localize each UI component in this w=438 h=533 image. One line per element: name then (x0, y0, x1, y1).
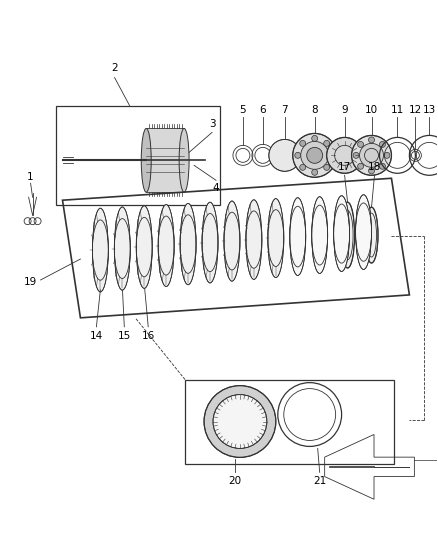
Circle shape (352, 135, 392, 175)
Text: 4: 4 (213, 183, 219, 193)
Text: 5: 5 (240, 106, 246, 116)
Circle shape (300, 140, 306, 147)
Text: 21: 21 (313, 477, 326, 486)
Ellipse shape (341, 202, 355, 268)
Circle shape (353, 152, 359, 158)
Ellipse shape (224, 201, 240, 281)
Circle shape (312, 169, 318, 175)
Ellipse shape (334, 196, 350, 271)
Ellipse shape (136, 206, 152, 288)
Ellipse shape (312, 197, 328, 273)
Text: 12: 12 (409, 106, 422, 116)
Circle shape (357, 163, 364, 169)
Circle shape (379, 141, 385, 148)
Ellipse shape (365, 207, 378, 263)
Circle shape (301, 141, 328, 169)
Bar (56, 106, 220, 205)
Ellipse shape (141, 128, 151, 192)
Circle shape (360, 143, 384, 167)
Circle shape (307, 148, 323, 163)
Text: 18: 18 (368, 163, 381, 172)
Circle shape (300, 164, 306, 171)
Text: 14: 14 (90, 331, 103, 341)
Text: 16: 16 (141, 331, 155, 341)
Ellipse shape (180, 204, 196, 285)
Text: 9: 9 (341, 106, 348, 116)
Circle shape (384, 152, 390, 158)
Text: 3: 3 (209, 119, 215, 130)
Bar (146, 128, 184, 192)
Circle shape (379, 163, 385, 169)
Text: 20: 20 (228, 477, 241, 486)
Ellipse shape (158, 205, 174, 287)
Circle shape (368, 137, 374, 143)
Circle shape (324, 140, 330, 147)
Text: 19: 19 (24, 277, 37, 287)
Text: 13: 13 (423, 106, 436, 116)
Ellipse shape (114, 207, 130, 290)
Text: 8: 8 (311, 106, 318, 116)
Circle shape (328, 152, 335, 158)
Ellipse shape (92, 208, 108, 292)
Text: 1: 1 (27, 172, 34, 182)
Circle shape (368, 168, 374, 174)
Text: 6: 6 (260, 106, 266, 116)
Ellipse shape (246, 200, 262, 279)
Text: 11: 11 (391, 106, 404, 116)
Text: 15: 15 (118, 331, 131, 341)
Ellipse shape (356, 195, 371, 270)
Text: 17: 17 (338, 163, 351, 172)
Circle shape (269, 140, 301, 171)
Ellipse shape (268, 199, 284, 278)
Circle shape (295, 152, 301, 158)
Text: 7: 7 (282, 106, 288, 116)
Bar (185, 379, 395, 464)
Circle shape (327, 138, 363, 173)
Ellipse shape (202, 202, 218, 283)
Circle shape (204, 385, 276, 457)
Circle shape (357, 141, 364, 148)
Circle shape (213, 394, 267, 448)
Text: 2: 2 (111, 63, 118, 72)
Ellipse shape (290, 198, 306, 276)
Text: 10: 10 (365, 106, 378, 116)
Circle shape (324, 164, 330, 171)
Circle shape (312, 135, 318, 141)
Ellipse shape (179, 128, 189, 192)
Circle shape (293, 133, 337, 177)
